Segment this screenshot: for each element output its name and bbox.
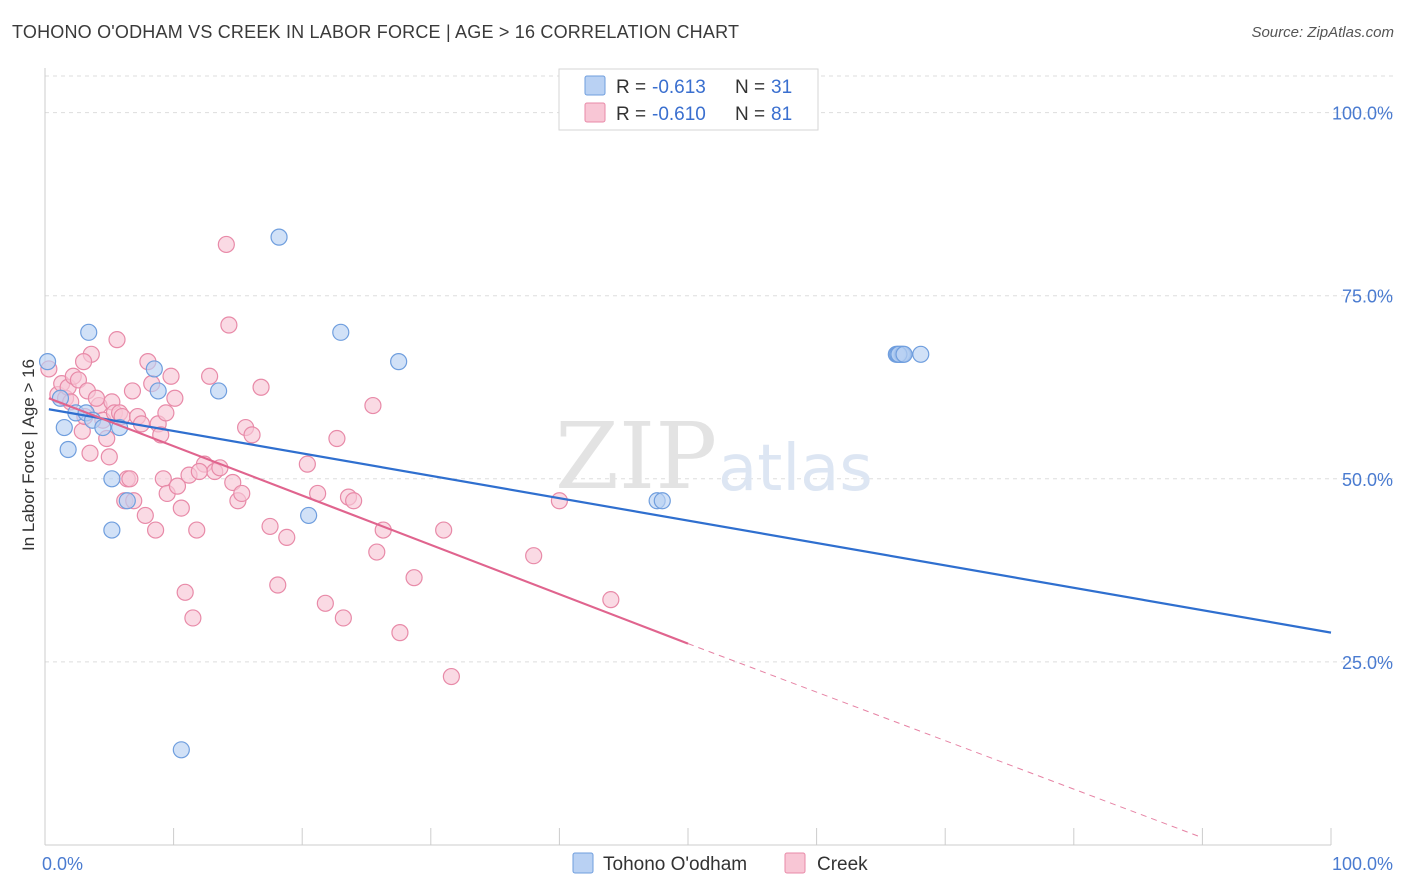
creek-point-54	[252, 378, 270, 396]
legend: R = -0.613 N = 31 R = -0.610 N = 81	[558, 68, 819, 131]
tohono-point-12	[118, 492, 136, 510]
y-tick-label-1: 50.0%	[1342, 470, 1393, 490]
tohono-trend-line	[48, 408, 1332, 634]
creek-point-10	[81, 444, 99, 462]
tohono-point-20	[390, 353, 408, 371]
legend-n-label-1: N =	[735, 77, 765, 98]
creek-point-47	[217, 235, 235, 254]
axes	[44, 68, 1332, 846]
creek-point-23	[121, 470, 139, 488]
x-tick-label-1: 100.0%	[1332, 854, 1393, 874]
creek-point-72	[525, 547, 543, 565]
creek-point-39	[176, 583, 194, 601]
tohono-point-30	[895, 345, 913, 363]
trend-lines	[48, 397, 1332, 839]
creek-point-38	[172, 499, 190, 517]
creek-point-61	[328, 429, 346, 448]
watermark: ZIP atlas	[555, 403, 873, 510]
creek-point-27	[136, 506, 154, 525]
y-tick-label-0: 25.0%	[1342, 653, 1393, 673]
legend-n-value-1: 31	[771, 77, 792, 98]
creek-point-66	[368, 543, 386, 561]
creek-point-62	[334, 609, 352, 627]
legend-n-value-2: 81	[771, 104, 792, 125]
tohono-point-19	[332, 323, 350, 341]
creek-point-51	[233, 484, 251, 503]
creek-point-68	[391, 624, 409, 642]
tohono-point-14	[149, 382, 167, 400]
creek-point-48	[220, 316, 238, 334]
bottom-legend-swatch-creek	[784, 852, 806, 874]
source-label: Source: ZipAtlas.com	[1251, 24, 1394, 41]
tohono-point-0	[38, 353, 57, 371]
creek-point-73	[550, 492, 569, 510]
creek-point-65	[364, 396, 382, 415]
creek-point-44	[201, 367, 219, 385]
creek-point-78	[123, 382, 142, 400]
creek-point-33	[154, 470, 172, 488]
creek-point-69	[405, 569, 423, 587]
legend-r-label-1: R =	[616, 77, 646, 98]
tohono-point-23	[912, 345, 930, 363]
creek-point-70	[435, 521, 453, 539]
creek-point-18	[108, 331, 126, 349]
chart-title: TOHONO O'ODHAM VS CREEK IN LABOR FORCE |…	[12, 22, 740, 42]
creek-point-80	[190, 462, 208, 481]
tohono-point-10	[103, 521, 121, 539]
creek-point-36	[166, 389, 184, 407]
grid-lines	[45, 75, 1395, 663]
tick-labels: 25.0% 50.0% 75.0% 100.0% 0.0% 100.0%	[42, 104, 1393, 874]
creek-point-42	[188, 521, 206, 539]
creek-point-37	[168, 477, 187, 495]
legend-r-value-2: -0.610	[652, 104, 706, 125]
tohono-point-15	[172, 741, 190, 759]
creek-point-76	[87, 389, 106, 407]
bottom-legend-label-creek: Creek	[817, 854, 868, 875]
creek-point-79	[157, 404, 175, 422]
legend-r-label-2: R =	[616, 104, 646, 125]
y-tick-label-3: 100.0%	[1332, 104, 1393, 124]
creek-point-15	[100, 448, 118, 466]
legend-r-value-1: -0.613	[652, 77, 706, 98]
bottom-legend-label-tohono: Tohono O'odham	[603, 854, 747, 875]
tohono-point-6	[80, 323, 98, 341]
creek-point-60	[316, 594, 334, 612]
watermark-zip: ZIP	[555, 403, 717, 510]
tohono-point-18	[300, 506, 318, 525]
tohono-point-2	[55, 418, 73, 437]
tohono-point-16	[210, 382, 228, 400]
creek-point-53	[243, 426, 261, 444]
tohono-point-13	[145, 360, 163, 378]
creek-point-56	[269, 576, 287, 594]
creek-point-64	[345, 492, 363, 510]
creek-point-74	[602, 591, 620, 609]
legend-n-label-2: N =	[735, 104, 765, 125]
creek-trend-line	[48, 397, 689, 645]
creek-point-35	[162, 367, 180, 385]
creek-point-58	[298, 455, 316, 473]
tohono-point-3	[59, 440, 77, 459]
tohono-point-17	[270, 228, 288, 246]
creek-point-71	[442, 667, 460, 686]
creek-point-57	[278, 528, 296, 547]
creek-point-75	[74, 353, 93, 371]
creek-point-30	[146, 521, 165, 539]
data-points	[38, 228, 930, 759]
y-axis-label: In Labor Force | Age > 16	[19, 359, 38, 551]
creek-trend-extension	[687, 643, 1203, 839]
bottom-legend-swatch-tohono	[572, 852, 594, 874]
legend-swatch-tohono	[584, 75, 606, 96]
bottom-legend: Tohono O'odham Creek	[572, 852, 868, 875]
watermark-atlas: atlas	[718, 432, 873, 506]
y-tick-label-2: 75.0%	[1342, 287, 1393, 307]
tohono-point-22	[653, 492, 671, 510]
x-tick-label-0: 0.0%	[42, 854, 83, 874]
creek-point-41	[184, 609, 202, 627]
legend-swatch-creek	[584, 102, 606, 123]
tohono-point-9	[103, 470, 121, 488]
creek-point-55	[261, 517, 279, 536]
